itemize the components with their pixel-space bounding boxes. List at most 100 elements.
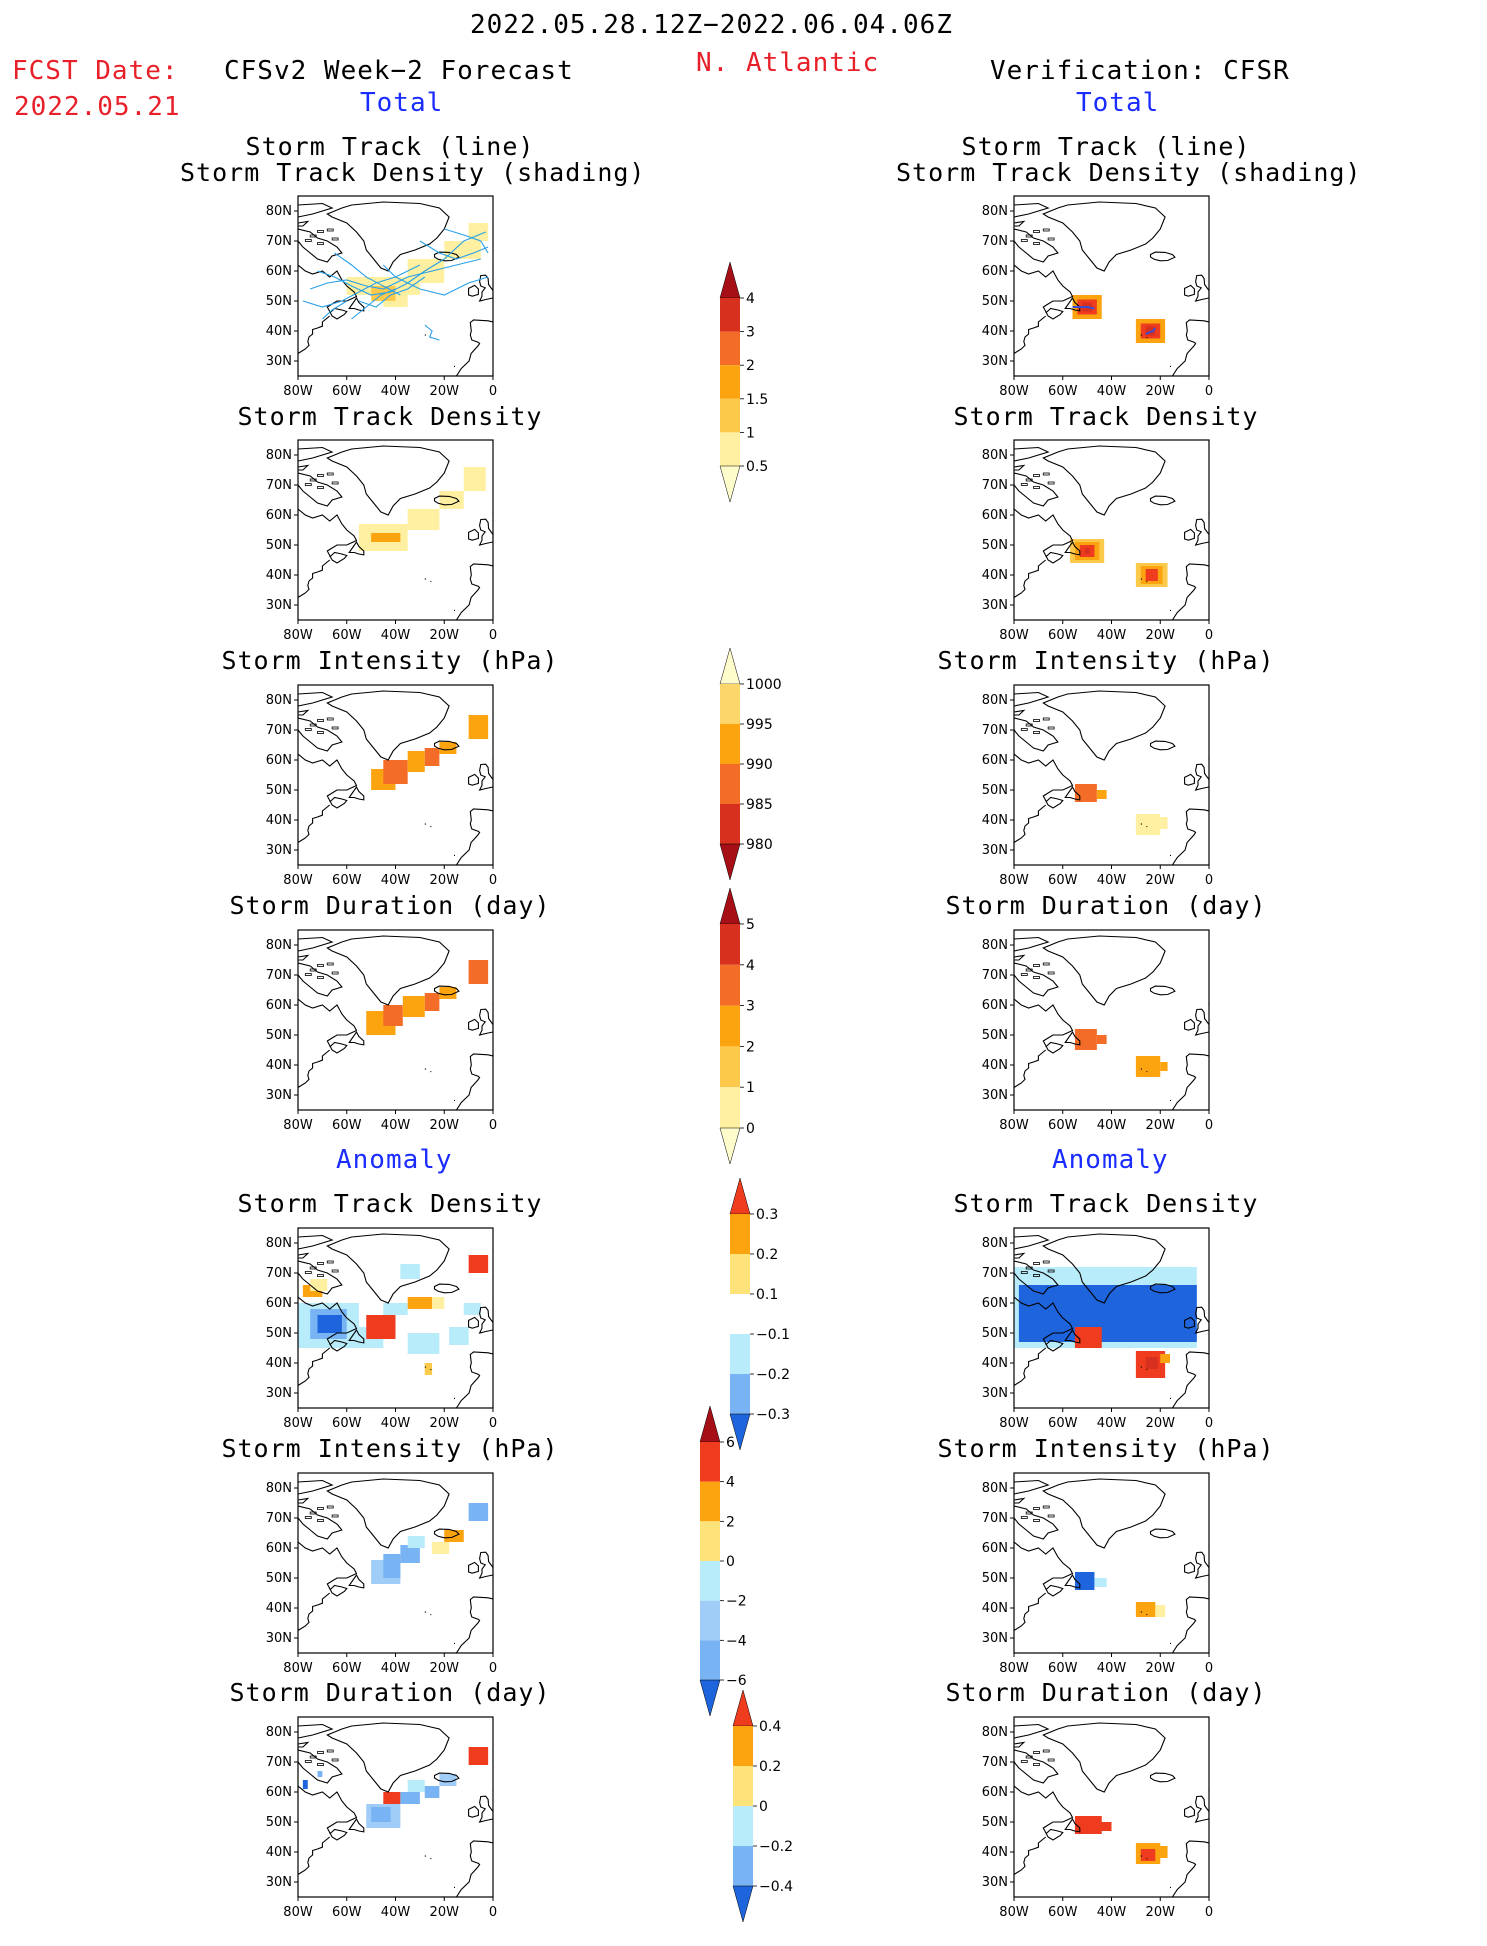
island xyxy=(331,971,339,975)
shade-cell xyxy=(424,1786,440,1798)
colorbar-label: 0.1 xyxy=(756,1287,778,1303)
coastline xyxy=(1184,773,1195,786)
lon-label: 60W xyxy=(332,1661,362,1676)
title-intensity-right: Storm Intensity (hPa) xyxy=(937,646,1275,675)
lat-label: 30N xyxy=(982,1875,1008,1890)
coastline xyxy=(424,1366,455,1399)
shade-cell xyxy=(371,1807,391,1822)
lon-label: 20W xyxy=(1146,384,1176,399)
lat-label: 80N xyxy=(266,1236,292,1251)
lon-label: 60W xyxy=(332,1416,362,1431)
lon-label: 20W xyxy=(1146,1661,1176,1676)
lon-label: 0 xyxy=(1205,1905,1213,1920)
lon-label: 60W xyxy=(332,873,362,888)
colorbar-top-arrow xyxy=(729,1177,751,1215)
coastline xyxy=(478,518,493,546)
lat-label: 80N xyxy=(266,693,292,708)
coastline xyxy=(455,1840,493,1897)
coastline xyxy=(348,540,365,556)
lon-label: 20W xyxy=(430,1661,460,1676)
lon-label: 20W xyxy=(430,1118,460,1133)
coastline xyxy=(1194,1795,1209,1823)
island xyxy=(1042,717,1050,721)
island xyxy=(1042,1749,1050,1753)
colorbar-segment xyxy=(720,398,740,433)
coastline xyxy=(1140,334,1171,367)
lat-label: 40N xyxy=(982,1845,1008,1860)
lat-label: 30N xyxy=(266,843,292,858)
map-track-forecast: 80N 70N 60N 50N 40N 30N 80W 60W 40W 20W 0 xyxy=(250,195,505,421)
island xyxy=(304,239,312,242)
lon-label: 80W xyxy=(999,1416,1029,1431)
coastline xyxy=(1042,1233,1166,1304)
island xyxy=(1042,472,1050,476)
lat-label: 50N xyxy=(266,1815,292,1830)
shade-cell xyxy=(439,491,464,509)
coastline xyxy=(1140,1068,1171,1101)
lon-label: 80W xyxy=(283,628,313,643)
lat-label: 50N xyxy=(982,1571,1008,1586)
coastline xyxy=(468,773,479,786)
island xyxy=(317,1763,324,1766)
coastline xyxy=(433,1528,460,1539)
coastline xyxy=(1194,274,1209,302)
storm-track-line xyxy=(334,252,401,296)
island xyxy=(1033,976,1040,979)
island xyxy=(1020,239,1028,242)
island xyxy=(1025,478,1033,482)
lat-label: 60N xyxy=(266,1296,292,1311)
colorbar-label: 0 xyxy=(759,1799,768,1815)
coastline xyxy=(348,1573,365,1589)
map-density-verification: 80N 70N 60N 50N 40N 30N 80W 60W 40W 20W 0 xyxy=(966,439,1221,665)
coastline xyxy=(298,1049,331,1088)
island xyxy=(304,728,312,731)
coastline xyxy=(298,559,331,598)
coastline xyxy=(1149,1772,1176,1783)
shade-cell xyxy=(449,1327,469,1345)
storm-track-line xyxy=(444,228,489,254)
island xyxy=(317,964,324,967)
lat-label: 80N xyxy=(266,448,292,463)
coastline xyxy=(1064,540,1081,556)
lat-label: 60N xyxy=(982,753,1008,768)
lat-label: 70N xyxy=(982,234,1008,249)
coastline xyxy=(455,808,493,865)
coastline xyxy=(1014,709,1026,716)
island xyxy=(1025,723,1033,727)
verification-column-title: Verification: CFSR xyxy=(990,56,1290,86)
lat-label: 50N xyxy=(266,1571,292,1586)
lat-label: 80N xyxy=(266,1725,292,1740)
coastline xyxy=(298,1497,310,1504)
title-track-density-shading-left: Storm Track Density (shading) xyxy=(180,158,646,187)
coastline xyxy=(1140,823,1171,856)
shade-cell xyxy=(463,467,486,491)
lat-label: 50N xyxy=(266,1326,292,1341)
lat-label: 80N xyxy=(266,1481,292,1496)
title-track-line-right: Storm Track (line) xyxy=(961,132,1251,161)
colorbar-label: −6 xyxy=(726,1673,747,1689)
lon-label: 40W xyxy=(1097,1416,1127,1431)
total-label-right: Total xyxy=(1076,88,1160,118)
colorbar-segment xyxy=(720,724,740,764)
shade-cell xyxy=(444,241,481,259)
lon-label: 80W xyxy=(999,628,1029,643)
coastline xyxy=(1184,1316,1195,1329)
shade-cell xyxy=(1094,1822,1112,1831)
shade-cell xyxy=(1062,1297,1161,1327)
coastline xyxy=(348,785,365,801)
shade-cell xyxy=(402,996,425,1017)
lat-label: 50N xyxy=(982,538,1008,553)
shade-cell xyxy=(407,1536,425,1548)
lat-label: 60N xyxy=(982,264,1008,279)
lon-label: 80W xyxy=(999,873,1029,888)
lat-label: 60N xyxy=(982,1296,1008,1311)
shade-cell xyxy=(383,1554,401,1578)
lon-label: 0 xyxy=(489,1661,497,1676)
lat-label: 50N xyxy=(266,783,292,798)
coastline xyxy=(348,1817,365,1833)
colorbar-segment xyxy=(720,365,740,399)
coastline xyxy=(433,740,460,751)
island xyxy=(1020,1516,1028,1519)
shade-cell xyxy=(383,760,408,784)
shade-cell xyxy=(439,987,457,999)
